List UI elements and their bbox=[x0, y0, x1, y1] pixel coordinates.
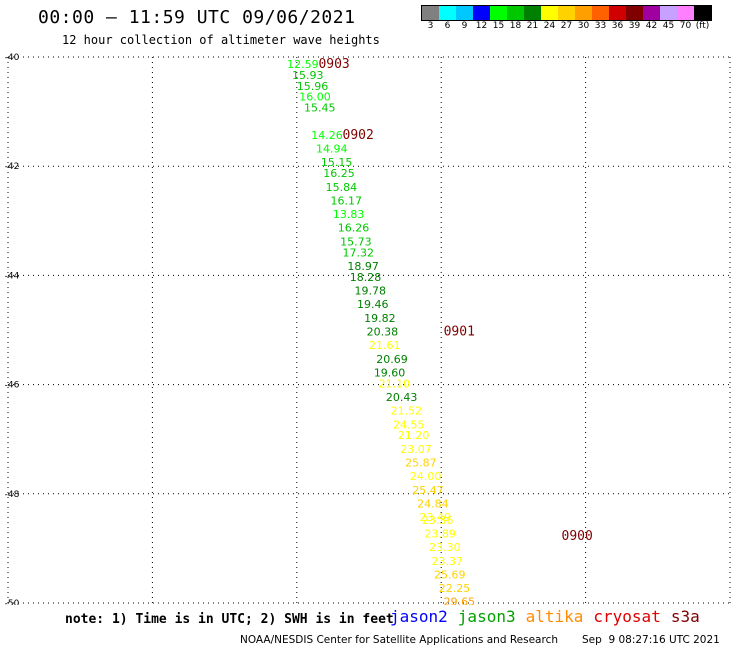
wave-height-label: 15.73 bbox=[340, 235, 372, 248]
wave-height-label: 23.49 bbox=[420, 511, 452, 524]
pass-time-label: 0903 bbox=[318, 57, 349, 72]
color-scale-swatch bbox=[643, 6, 660, 20]
wave-height-label: 14.94 bbox=[316, 143, 348, 156]
color-scale-swatch bbox=[422, 6, 439, 20]
generated-timestamp: Sep 9 08:27:16 UTC 2021 bbox=[582, 634, 720, 646]
color-scale-label: 36 bbox=[611, 21, 624, 31]
wave-height-label: 23.36 bbox=[422, 514, 454, 527]
y-tick-label: -42 bbox=[5, 162, 20, 172]
color-scale-label: 45 bbox=[662, 21, 675, 31]
y-tick-label: -40 bbox=[5, 53, 20, 63]
pass-time-label: 0900 bbox=[562, 529, 593, 544]
color-scale-swatch bbox=[677, 6, 694, 20]
wave-height-label: 24.00 bbox=[410, 470, 442, 483]
color-scale-swatch bbox=[541, 6, 558, 20]
color-scale-swatch bbox=[592, 6, 609, 20]
color-scale-swatch bbox=[558, 6, 575, 20]
color-scale-label: 27 bbox=[560, 21, 573, 31]
satellite-legend-item: cryosat bbox=[593, 607, 661, 626]
wave-height-label: 17.32 bbox=[343, 246, 375, 259]
color-scale-swatch bbox=[439, 6, 456, 20]
pass-time-label: 0902 bbox=[343, 128, 374, 143]
wave-height-label: 21.10 bbox=[379, 377, 411, 390]
color-scale-swatch bbox=[473, 6, 490, 20]
satellite-legend-item: altika bbox=[525, 607, 584, 626]
color-scale-label: 39 bbox=[628, 21, 641, 31]
wave-height-label: 19.60 bbox=[374, 366, 406, 379]
color-scale-swatch bbox=[694, 6, 711, 20]
wave-height-label: 20.69 bbox=[376, 353, 408, 366]
color-scale-label: 9 bbox=[461, 21, 468, 31]
color-scale-label: 33 bbox=[594, 21, 607, 31]
wave-height-label: 24.55 bbox=[393, 418, 425, 431]
color-scale-label: 6 bbox=[444, 21, 451, 31]
wave-height-label: 22.25 bbox=[439, 582, 471, 595]
wave-height-label: 25.87 bbox=[405, 457, 437, 470]
pass-time-label: 0901 bbox=[444, 324, 475, 339]
wave-height-label: 25.47 bbox=[412, 484, 444, 497]
color-scale-label: 12 bbox=[475, 21, 488, 31]
wave-height-label: 20.43 bbox=[386, 391, 418, 404]
satellite-legend-item: jason3 bbox=[457, 607, 516, 626]
wave-height-label: 15.96 bbox=[297, 80, 329, 93]
wave-height-label: 16.26 bbox=[338, 222, 370, 235]
wave-height-label: 24.84 bbox=[417, 497, 449, 510]
color-scale-label: 70 bbox=[679, 21, 692, 31]
wave-height-map: -165-162-159-156-153-150-40-42-44-46-48-… bbox=[5, 53, 731, 605]
page-subtitle: 12 hour collection of altimeter wave hei… bbox=[62, 33, 380, 47]
wave-height-label: 19.78 bbox=[355, 285, 387, 298]
wave-height-label: 23.30 bbox=[429, 541, 461, 554]
page-title: 00:00 – 11:59 UTC 09/06/2021 bbox=[38, 7, 356, 28]
y-tick-label: -48 bbox=[5, 490, 20, 500]
color-scale-swatch bbox=[456, 6, 473, 20]
wave-height-label: 25.69 bbox=[434, 568, 466, 581]
color-scale-label: 24 bbox=[543, 21, 556, 31]
color-scale-swatch bbox=[626, 6, 643, 20]
wave-height-label: 15.93 bbox=[292, 69, 324, 82]
wave-height-label: 18.28 bbox=[350, 271, 382, 284]
wave-height-label: 20.38 bbox=[367, 325, 399, 338]
wave-height-label: 15.45 bbox=[304, 102, 336, 115]
wave-height-label: 19.82 bbox=[364, 312, 396, 325]
y-tick-label: -50 bbox=[5, 599, 20, 605]
credit-text: NOAA/NESDIS Center for Satellite Applica… bbox=[240, 634, 558, 646]
wave-height-label: 18.97 bbox=[347, 260, 379, 273]
y-tick-label: -44 bbox=[5, 271, 20, 281]
wave-height-label: 16.17 bbox=[330, 194, 362, 207]
color-scale-label: (ft) bbox=[695, 21, 710, 31]
color-scale-swatch bbox=[490, 6, 507, 20]
wave-height-label: 23.07 bbox=[400, 443, 432, 456]
color-scale-swatch bbox=[660, 6, 677, 20]
wave-height-label: 13.83 bbox=[333, 208, 365, 221]
satellite-legend-item: s3a bbox=[670, 607, 700, 626]
color-scale-swatch bbox=[609, 6, 626, 20]
wave-height-label: 21.20 bbox=[398, 429, 430, 442]
wave-height-label: 12.59 bbox=[287, 58, 319, 71]
color-scale-swatch bbox=[524, 6, 541, 20]
wave-height-label: 21.52 bbox=[391, 405, 423, 418]
wave-height-label: 21.61 bbox=[369, 339, 401, 352]
wave-height-label: 16.00 bbox=[299, 91, 331, 104]
wave-height-label: 15.84 bbox=[326, 181, 358, 194]
color-scale-label: 18 bbox=[509, 21, 522, 31]
satellite-legend: jason2 jason3 altika cryosat s3a bbox=[390, 607, 710, 626]
wave-height-label: 16.25 bbox=[323, 167, 355, 180]
y-tick-label: -46 bbox=[5, 381, 20, 391]
color-scale-label: 3 bbox=[427, 21, 434, 31]
wave-height-label: 19.46 bbox=[357, 298, 389, 311]
color-scale-swatch bbox=[575, 6, 592, 20]
wave-height-label: 29.65 bbox=[444, 596, 476, 605]
color-scale-label: 15 bbox=[492, 21, 505, 31]
wave-height-label: 23.37 bbox=[432, 555, 464, 568]
wave-height-label: 14.26 bbox=[311, 129, 343, 142]
color-scale-label: 21 bbox=[526, 21, 539, 31]
wave-height-label: 15.15 bbox=[321, 156, 353, 169]
color-scale-swatch bbox=[507, 6, 524, 20]
color-scale-label: 30 bbox=[577, 21, 590, 31]
wave-height-label: 23.89 bbox=[424, 527, 456, 540]
satellite-legend-item: jason2 bbox=[390, 607, 448, 626]
color-scale-bar bbox=[421, 5, 712, 21]
color-scale-label: 42 bbox=[645, 21, 658, 31]
units-note: note: 1) Time is in UTC; 2) SWH is in fe… bbox=[65, 612, 394, 627]
